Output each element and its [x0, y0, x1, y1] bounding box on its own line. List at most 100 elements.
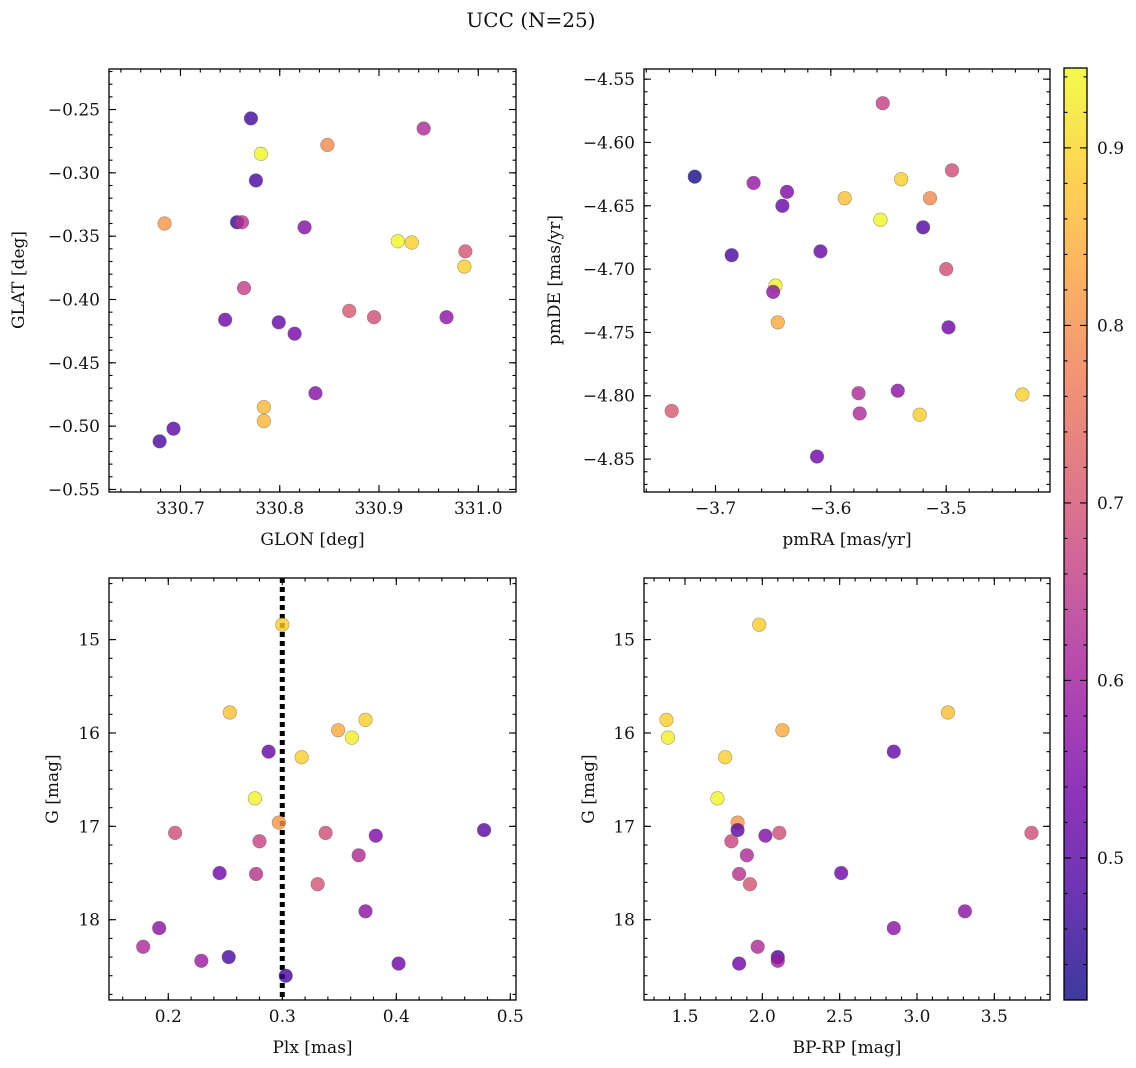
scatter-point: [1024, 825, 1039, 840]
scatter-point: [813, 244, 828, 259]
x-tick-label: 3.0: [903, 1007, 930, 1027]
scatter-point: [136, 939, 151, 954]
axes-frame: [643, 68, 1051, 493]
axes-frame: [108, 68, 517, 493]
y-tick-label: −4.80: [583, 387, 635, 407]
scatter-point: [308, 386, 323, 401]
scatter-point: [940, 705, 956, 720]
y-tick-label: 15: [78, 631, 100, 651]
y-tick-label: 15: [613, 631, 635, 651]
y-tick-label: 18: [78, 911, 100, 931]
figure-title: UCC (N=25): [466, 8, 595, 32]
x-tick-label: 0.2: [155, 1007, 182, 1027]
scatter-point: [873, 212, 888, 227]
scatter-point: [252, 834, 267, 849]
panel-4: 1.5 2.0 2.5 3.0 3.5 15 16 17 18 BP-RP [mag] G [mag…: [579, 577, 1051, 1058]
scatter-point: [212, 865, 227, 881]
colorbar-tick-label: 0.6: [1097, 671, 1124, 691]
scatter-point: [476, 822, 492, 838]
y-tick-label: −0.45: [48, 354, 100, 374]
scatter-point: [1015, 387, 1030, 402]
panel-1: 330.7 330.8 330.9 331.0 −0.55 −0.50 −0.45 −0.40…: [9, 68, 517, 550]
scatter-point: [664, 403, 679, 419]
scatter-point: [390, 234, 405, 249]
y-tick-label: 18: [613, 911, 635, 931]
scatter-point: [742, 877, 758, 892]
colorbar-tick-label: 0.5: [1097, 849, 1124, 869]
scatter-point: [243, 111, 259, 126]
scatter-point: [278, 968, 293, 983]
scatter-point: [687, 169, 702, 184]
y-axis-label: G [mag]: [579, 754, 599, 823]
y-axis-label: pmDE [mas/yr]: [545, 215, 565, 345]
scatter-point: [739, 848, 754, 863]
scatter-point: [256, 413, 271, 429]
scatter-point: [922, 191, 938, 206]
scatter-point: [271, 315, 286, 330]
scatter-point: [391, 956, 406, 971]
colorbar-frame: [1063, 67, 1088, 1001]
scatter-point: [247, 791, 263, 806]
y-axis-label: GLAT [deg]: [9, 231, 29, 329]
x-tick-label: 0.4: [383, 1007, 410, 1027]
scatter-point: [718, 750, 733, 765]
scatter-point: [275, 617, 290, 632]
scatter-point: [758, 828, 773, 843]
x-tick-label: 330.8: [255, 499, 304, 519]
panel-2: −3.7 −3.6 −3.5 −4.85 −4.80 −4.75 −4.70 −4.65 −4.…: [545, 68, 1051, 550]
scatter-point: [342, 303, 357, 318]
scatter-point: [458, 244, 473, 259]
scatter-point: [310, 877, 325, 892]
scatter-point: [439, 310, 454, 325]
x-axis-label: pmRA [mas/yr]: [782, 530, 911, 550]
scatter-point: [404, 235, 419, 250]
x-tick-label: 331.0: [454, 499, 503, 519]
y-tick-label: −4.70: [583, 260, 635, 280]
axes-frame: [108, 577, 517, 1001]
x-tick-label: 2.5: [826, 1007, 853, 1027]
scatter-point: [730, 822, 745, 838]
scatter-point: [152, 921, 167, 936]
scatter-point: [294, 750, 309, 765]
colorbar-tick-label: 0.8: [1097, 316, 1124, 336]
scatter-point: [939, 262, 954, 277]
colorbar-tick-label: 0.7: [1097, 494, 1124, 514]
scatter-point: [851, 386, 866, 401]
scatter-point: [234, 215, 250, 230]
scatter-point: [166, 421, 181, 436]
scatter-point: [368, 828, 383, 843]
scatter-point: [770, 953, 785, 968]
scatter-point: [152, 434, 167, 449]
y-tick-label: −0.35: [48, 227, 100, 247]
x-tick-label: 3.5: [981, 1007, 1008, 1027]
x-tick-label: 330.9: [355, 499, 404, 519]
y-tick-label: −0.25: [48, 101, 100, 121]
scatter-point: [779, 184, 795, 199]
scatter-point: [221, 949, 236, 965]
scatter-point: [253, 146, 268, 161]
scatter-point: [916, 220, 931, 235]
scatter-point: [772, 825, 787, 840]
y-tick-label: 17: [78, 817, 100, 837]
scatter-point: [248, 173, 264, 188]
scatter-panels: 330.7 330.8 330.9 331.0 −0.55 −0.50 −0.45 −0.40…: [9, 68, 1051, 1058]
scatter-point: [724, 834, 739, 849]
scatter-point: [890, 383, 905, 398]
x-axis-label: Plx [mas]: [272, 1038, 352, 1058]
scatter-point: [710, 791, 725, 806]
scatter-point: [732, 956, 747, 971]
scatter-point: [331, 723, 346, 738]
x-tick-label: 330.7: [156, 499, 205, 519]
scatter-point: [875, 96, 890, 111]
scatter-point: [852, 406, 867, 421]
scatter-point: [886, 921, 901, 936]
y-tick-label: −4.55: [583, 70, 635, 90]
x-tick-label: 2.0: [749, 1007, 776, 1027]
scatter-point: [248, 866, 264, 882]
scatter-point: [775, 723, 790, 738]
colorbar-gradient: [1064, 68, 1087, 1000]
scatter-point: [941, 320, 956, 335]
scatter-point: [157, 216, 172, 231]
scatter-point: [222, 705, 237, 720]
